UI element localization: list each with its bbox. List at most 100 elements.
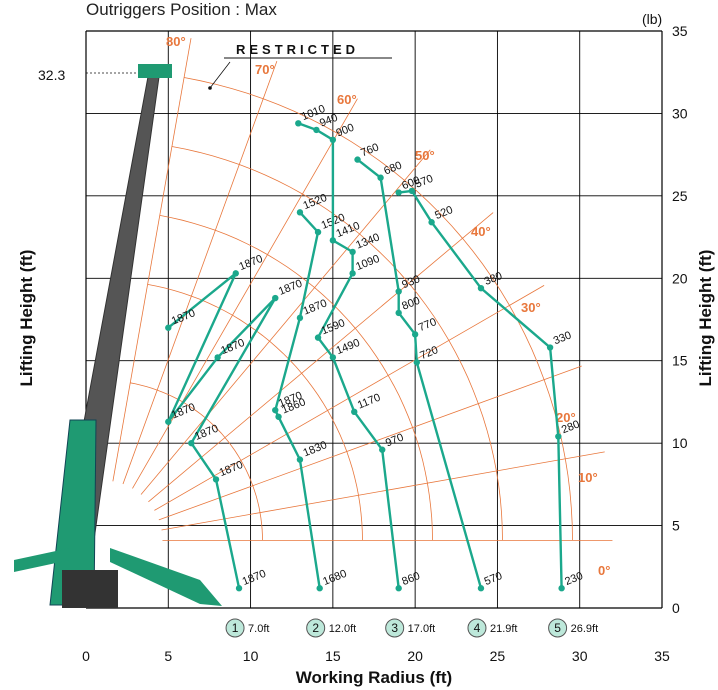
load-point xyxy=(351,408,358,416)
load-point xyxy=(165,324,172,331)
angle-label: 0° xyxy=(598,563,610,578)
radius-index-badge xyxy=(306,618,326,638)
load-point xyxy=(272,294,279,302)
angle-line xyxy=(148,212,494,503)
load-point xyxy=(395,585,402,592)
page-title: Outriggers Position : Max xyxy=(86,0,277,19)
load-label: 1870 xyxy=(218,459,245,479)
load-label: 230 xyxy=(563,570,585,588)
x-axis-title: Working Radius (ft) xyxy=(296,668,452,687)
load-label: 1490 xyxy=(334,337,361,357)
load-point xyxy=(296,314,304,322)
radius-index-badge xyxy=(467,618,487,638)
load-label: 930 xyxy=(400,273,422,291)
x-tick-label: 30 xyxy=(572,648,588,664)
x-tick-label: 5 xyxy=(164,648,172,664)
angle-line xyxy=(161,451,605,531)
radius-index: 3 xyxy=(391,621,398,635)
y-tick-label: 20 xyxy=(672,270,688,286)
angle-arc xyxy=(147,284,363,541)
y-tick-label: 25 xyxy=(672,188,688,204)
load-label: 520 xyxy=(433,204,455,222)
load-label: 1090 xyxy=(354,253,381,273)
load-point xyxy=(377,174,384,181)
angle-arc xyxy=(159,215,433,541)
load-curve-5 xyxy=(398,189,563,589)
angle-line xyxy=(132,98,358,489)
load-point xyxy=(296,209,304,216)
radius-caption: 21.9ft xyxy=(490,623,518,635)
load-point xyxy=(212,476,220,483)
radius-index: 5 xyxy=(554,621,561,635)
jib-head-icon xyxy=(138,64,172,78)
load-point xyxy=(477,585,485,592)
y-tick-label: 5 xyxy=(672,518,680,534)
radius-index: 2 xyxy=(312,621,319,635)
load-point xyxy=(413,359,420,366)
load-point xyxy=(314,334,322,341)
load-label: 1870 xyxy=(241,568,268,588)
max-height-label: 32.3 xyxy=(38,67,65,83)
angle-line xyxy=(158,365,582,521)
load-point xyxy=(349,270,356,277)
load-point xyxy=(232,270,239,277)
load-point xyxy=(165,418,172,425)
load-label: 1520 xyxy=(302,192,329,212)
load-label: 1870 xyxy=(170,307,197,327)
angle-label: 50° xyxy=(415,148,435,163)
x-tick-label: 25 xyxy=(490,648,506,664)
load-label: 1170 xyxy=(356,392,382,412)
load-point xyxy=(188,439,195,447)
load-point xyxy=(275,413,282,420)
radius-caption: 17.0ft xyxy=(408,623,436,635)
radius-caption: 7.0ft xyxy=(248,623,269,635)
load-point xyxy=(395,309,402,317)
radius-caption: 26.9ft xyxy=(571,623,599,635)
y-tick-label: 30 xyxy=(672,105,688,121)
load-point xyxy=(349,248,356,256)
restricted-label: RESTRICTED xyxy=(236,42,359,57)
x-tick-label: 15 xyxy=(325,648,341,664)
load-curve-1 xyxy=(167,272,277,589)
outrigger-right-icon xyxy=(110,548,222,606)
load-label: 330 xyxy=(552,329,574,347)
load-label: 760 xyxy=(359,141,381,159)
load-point xyxy=(329,237,337,244)
radius-index-badge xyxy=(385,618,405,638)
load-label: 1870 xyxy=(170,401,197,421)
restricted-pointer xyxy=(209,61,231,89)
load-point xyxy=(428,219,435,226)
track-icon xyxy=(62,570,118,608)
load-label: 570 xyxy=(483,570,505,588)
load-label: 720 xyxy=(418,344,440,362)
angle-label: 60° xyxy=(337,92,357,107)
load-point xyxy=(555,433,562,440)
load-label: 1340 xyxy=(354,231,381,251)
load-point xyxy=(411,331,419,338)
load-point xyxy=(329,354,337,361)
y-tick-label: 0 xyxy=(672,600,680,616)
angle-label: 30° xyxy=(521,300,541,315)
y-tick-label: 10 xyxy=(672,435,688,451)
load-label: 800 xyxy=(400,295,422,313)
load-point xyxy=(558,585,565,592)
boom-angle-lines: 0° 10° 20° 30° 40° 50° 60° 70° 80° xyxy=(86,34,613,578)
angle-label: 40° xyxy=(471,224,491,239)
restricted-dot xyxy=(208,86,212,90)
angle-label: 70° xyxy=(255,62,275,77)
y-tick-label: 35 xyxy=(672,23,688,39)
radius-index: 1 xyxy=(232,621,239,635)
grid xyxy=(85,30,663,609)
outrigger-left-icon xyxy=(14,548,70,572)
angle-label: 20° xyxy=(556,410,576,425)
x-tick-label: 20 xyxy=(407,648,423,664)
y-axis-title-left: Lifting Height (ft) xyxy=(17,250,36,387)
load-label: 860 xyxy=(400,570,422,588)
load-point xyxy=(395,288,402,295)
load-label: 1870 xyxy=(193,423,220,443)
load-curve-4 xyxy=(356,158,483,589)
load-point xyxy=(313,126,320,134)
load-label: 680 xyxy=(382,160,404,178)
